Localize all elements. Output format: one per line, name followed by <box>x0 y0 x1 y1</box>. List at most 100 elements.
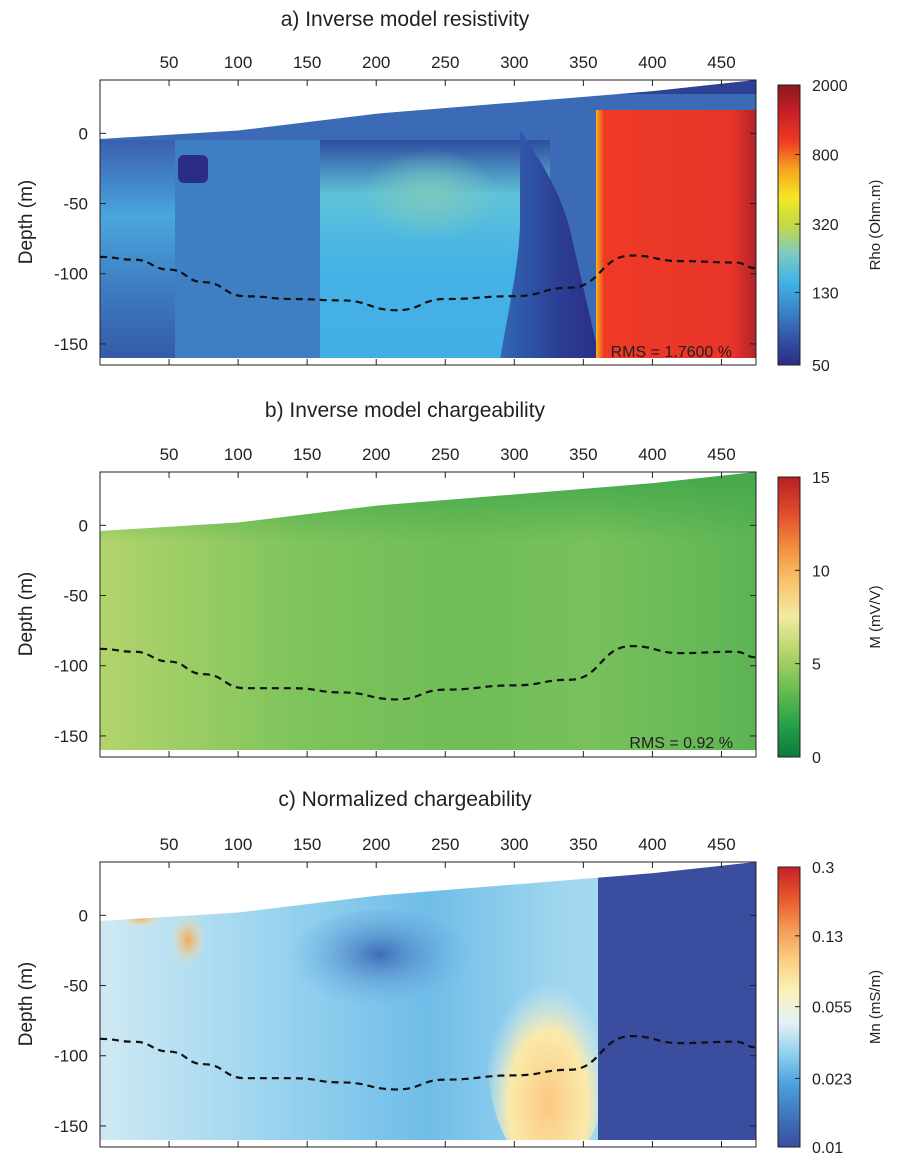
x-tick-label: 50 <box>160 53 179 72</box>
x-tick-label: 200 <box>362 53 390 72</box>
colorbar-tick-label: 10 <box>812 563 830 580</box>
y-tick-label: 0 <box>79 124 88 143</box>
panel-c: c) Normalized chargeability Depth (m) 50… <box>16 788 884 1157</box>
x-tick-label: 400 <box>638 445 666 464</box>
panel-a-resistive-spot <box>360 150 500 240</box>
panel-a-dark-anomaly <box>178 155 208 183</box>
panel-c-frame <box>99 861 757 1148</box>
panel-b-colorbar <box>777 476 801 758</box>
panel-b-colorbar-label: M (mV/V) <box>867 585 884 648</box>
panel-a: a) Inverse model resistivity Depth (m) R… <box>16 8 884 375</box>
x-tick-label: 200 <box>362 445 390 464</box>
panel-c-plot-area <box>100 862 756 1140</box>
x-tick-label: 100 <box>224 835 252 854</box>
panel-c-colorbar-label: Mn (mS/m) <box>867 970 884 1044</box>
x-tick-label: 450 <box>707 445 735 464</box>
colorbar-tick-label: 5 <box>812 657 821 674</box>
colorbar-tick-label: 0.3 <box>812 860 834 877</box>
colorbar-tick-label: 0.023 <box>812 1071 852 1088</box>
panel-a-colorbar-ticks: 2000 800 320 130 50 <box>795 78 848 375</box>
panel-b-frame <box>99 471 757 758</box>
panel-b-title: b) Inverse model chargeability <box>265 399 546 422</box>
panel-b-plot-area <box>100 472 756 750</box>
panel-a-rms: RMS = 1.7600 % <box>611 344 732 361</box>
x-tick-label: 100 <box>224 445 252 464</box>
x-tick-label: 50 <box>160 835 179 854</box>
colorbar-tick-label: 0.055 <box>812 1000 852 1017</box>
panel-a-y-ticks: 0 -50 -100 -150 <box>54 124 756 354</box>
panel-a-dashed-line <box>99 254 757 312</box>
panel-c-ylabel: Depth (m) <box>16 962 37 1046</box>
panel-c-orange-spot-2 <box>118 908 162 928</box>
y-tick-label: -150 <box>54 1117 88 1136</box>
panel-b: b) Inverse model chargeability Depth (m)… <box>16 399 884 767</box>
panel-c-high-anomaly <box>488 950 608 1140</box>
panel-b-x-ticks: 50 100 150 200 250 300 350 400 450 <box>160 445 736 757</box>
y-tick-label: -150 <box>54 727 88 746</box>
panel-c-dashed-line <box>99 1034 757 1091</box>
y-tick-label: -50 <box>63 587 88 606</box>
x-tick-label: 450 <box>707 835 735 854</box>
panel-b-ylabel: Depth (m) <box>16 572 37 656</box>
panel-c-x-ticks: 50 100 150 200 250 300 350 400 450 <box>160 835 736 1147</box>
colorbar-tick-label: 320 <box>812 217 839 234</box>
y-tick-label: 0 <box>79 516 88 535</box>
colorbar-tick-label: 0.01 <box>812 1140 843 1155</box>
panel-b-rms: RMS = 0.92 % <box>629 735 733 752</box>
panel-a-title: a) Inverse model resistivity <box>281 8 530 31</box>
colorbar-tick-label: 130 <box>812 285 839 302</box>
x-tick-label: 300 <box>500 835 528 854</box>
panel-c-orange-spot-1 <box>170 914 206 966</box>
x-tick-label: 100 <box>224 53 252 72</box>
y-tick-label: -100 <box>54 265 88 284</box>
panel-b-dashed-line <box>99 644 757 701</box>
colorbar-tick-label: 50 <box>812 358 830 375</box>
x-tick-label: 250 <box>431 53 459 72</box>
x-tick-label: 350 <box>569 53 597 72</box>
colorbar-tick-label: 15 <box>812 470 830 487</box>
colorbar-tick-label: 800 <box>812 148 839 165</box>
panel-a-near-surface <box>100 80 756 94</box>
x-tick-label: 400 <box>638 835 666 854</box>
x-tick-label: 200 <box>362 835 390 854</box>
x-tick-label: 350 <box>569 835 597 854</box>
panel-c-low-anomaly <box>285 910 475 1020</box>
y-tick-label: -50 <box>63 195 88 214</box>
panel-a-ylabel: Depth (m) <box>16 180 37 264</box>
panel-a-conductive-body <box>500 130 600 358</box>
panel-a-left-zone <box>100 140 175 358</box>
x-tick-label: 50 <box>160 445 179 464</box>
panel-a-x-ticks: 50 100 150 200 250 300 350 400 450 <box>160 53 736 365</box>
x-tick-label: 250 <box>431 835 459 854</box>
x-tick-label: 350 <box>569 445 597 464</box>
x-tick-label: 150 <box>293 53 321 72</box>
x-tick-label: 250 <box>431 445 459 464</box>
panel-c-colorbar-ticks: 0.3 0.13 0.055 0.023 0.01 <box>795 860 852 1157</box>
colorbar-tick-label: 0 <box>812 750 821 767</box>
panel-a-resistive-body <box>596 110 756 358</box>
x-tick-label: 150 <box>293 835 321 854</box>
y-tick-label: 0 <box>79 906 88 925</box>
x-tick-label: 400 <box>638 53 666 72</box>
colorbar-tick-label: 0.13 <box>812 929 843 946</box>
panel-a-colorbar <box>777 84 801 366</box>
panel-a-colorbar-label: Rho (Ohm.m) <box>867 180 884 271</box>
panel-c-title: c) Normalized chargeability <box>278 788 532 811</box>
panel-a-plot-area <box>100 80 756 358</box>
y-tick-label: -100 <box>54 657 88 676</box>
x-tick-label: 300 <box>500 445 528 464</box>
panel-b-near-surface <box>100 472 756 542</box>
panel-a-frame <box>99 79 757 366</box>
y-tick-label: -50 <box>63 977 88 996</box>
panel-b-colorbar-ticks: 15 10 5 0 <box>795 470 830 767</box>
y-tick-label: -100 <box>54 1047 88 1066</box>
panel-b-y-ticks: 0 -50 -100 -150 <box>54 516 756 746</box>
y-tick-label: -150 <box>54 335 88 354</box>
panel-c-y-ticks: 0 -50 -100 -150 <box>54 906 756 1136</box>
x-tick-label: 450 <box>707 53 735 72</box>
panel-c-dark-block <box>598 862 756 1140</box>
x-tick-label: 300 <box>500 53 528 72</box>
colorbar-tick-label: 2000 <box>812 78 848 95</box>
x-tick-label: 150 <box>293 445 321 464</box>
